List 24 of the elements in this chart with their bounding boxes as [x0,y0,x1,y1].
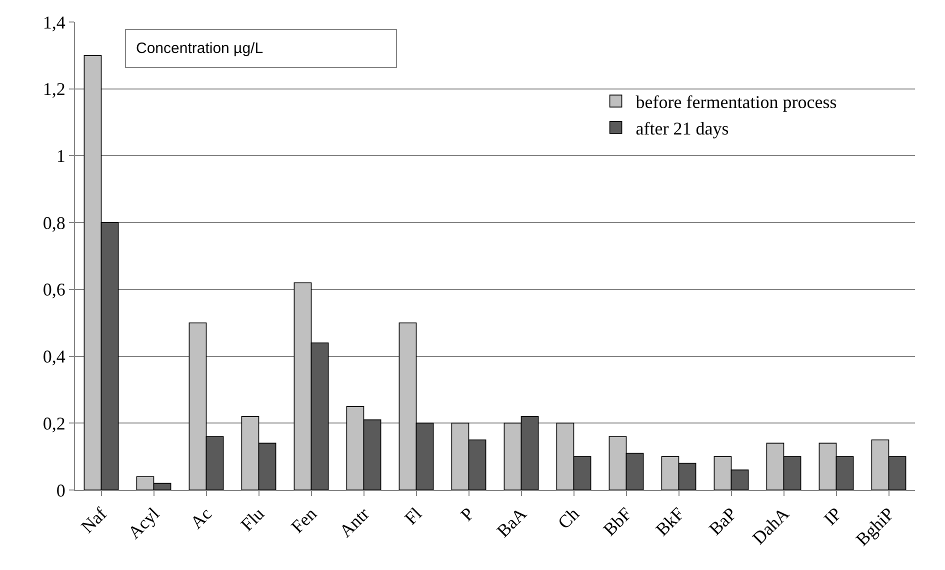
x-tick-label: BaA [492,504,530,542]
x-tick-label: Ac [186,504,216,533]
x-tick-label: BaP [705,504,740,540]
y-tick-label: 0,8 [42,212,66,233]
x-tick-label: Flu [236,504,268,535]
x-tick-label: BbF [599,504,636,540]
y-tick-label: 0 [56,480,66,500]
x-tick-label: Fl [400,504,426,528]
y-tick-label: 0,2 [42,413,66,434]
y-tick-label: 1 [56,146,66,166]
legend-label: after 21 days [636,118,729,138]
x-tick-label: IP [820,504,846,530]
legend-label: before fermentation process [636,92,837,112]
x-tick-label: Fen [287,504,320,537]
x-tick-label: BkF [652,504,688,540]
x-tick-label: Antr [335,504,373,542]
y-tick-label: 1,2 [42,79,66,100]
x-tick-label: P [456,504,478,525]
y-tick-label: 0,4 [42,346,66,367]
y-tick-label: 0,6 [42,280,66,300]
y-tick-label: 1,4 [42,12,66,32]
annotation: Concentration µg/L [136,40,264,57]
x-tick-label: Ch [554,504,583,533]
x-tick-label: Naf [77,504,110,537]
